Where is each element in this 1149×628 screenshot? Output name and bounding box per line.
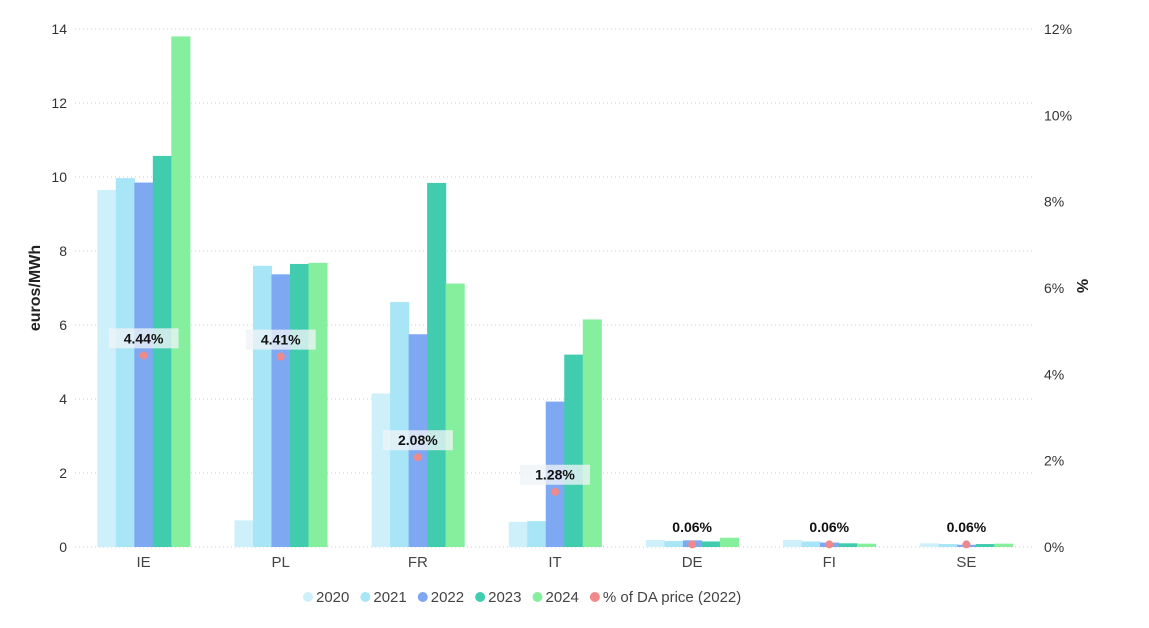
y-tick-14: 14 xyxy=(51,21,67,37)
y-tick-6: 6 xyxy=(59,317,67,333)
bar-DE-2021 xyxy=(664,541,684,547)
bar-PL-2023 xyxy=(289,263,310,547)
bar-IT-2023 xyxy=(564,354,584,547)
bar-IE-2023 xyxy=(152,155,172,547)
bar-IE-2022 xyxy=(134,182,154,548)
pct-label-bg-PL xyxy=(245,329,316,350)
y2-axis-ticks: 0% 2% 4% 6% 8% 10% 12% xyxy=(1044,21,1072,555)
pct-label-SE: 0.06% xyxy=(947,519,987,535)
bar-FR-2023 xyxy=(427,182,447,548)
x-tick-IE: IE xyxy=(136,554,150,571)
bar-PL-2022 xyxy=(271,274,291,547)
bar-PL-2020 xyxy=(234,520,254,547)
y2-axis-title: % xyxy=(1073,279,1090,293)
bar-IE-2024 xyxy=(171,36,191,548)
pct-label-bg-FR xyxy=(382,430,453,451)
x-tick-PL: PL xyxy=(272,554,290,571)
legend-swatch-2024 xyxy=(532,592,543,602)
pct-marker-IE xyxy=(139,351,148,360)
pct-marker-PL xyxy=(276,352,285,361)
bar-IE-2020 xyxy=(97,189,117,547)
x-tick-IT: IT xyxy=(548,554,561,571)
legend-swatch-2021 xyxy=(360,592,371,602)
pct-label-IE: 4.44% xyxy=(124,330,164,346)
pct-marker-FR xyxy=(413,453,422,462)
bar-DE-2023 xyxy=(701,541,721,547)
y-axis-ticks: 0 2 4 6 8 10 12 14 xyxy=(51,21,67,555)
y2-tick-8pct: 8% xyxy=(1044,194,1064,210)
bar-IT-2021 xyxy=(527,521,547,547)
bar-DE-2020 xyxy=(645,539,665,547)
y-tick-10: 10 xyxy=(51,169,67,185)
y-tick-2: 2 xyxy=(59,465,67,481)
legend-label-2024: 2024 xyxy=(546,589,579,606)
y-axis-title: euros/MWh xyxy=(27,245,44,331)
bar-IT-2024 xyxy=(582,319,602,547)
y-tick-8: 8 xyxy=(59,243,67,259)
legend-label-2023: 2023 xyxy=(488,589,521,606)
pct-label-IT: 1.28% xyxy=(535,467,575,483)
legend-label-2020: 2020 xyxy=(316,589,349,606)
percent-markers: 4.44% 4.41% 2.08% 1.28% 0.06% 0.06% 0.06% xyxy=(108,328,987,549)
pct-label-bg-IT xyxy=(520,464,590,485)
y-tick-4: 4 xyxy=(59,391,67,407)
bar-PL-2024 xyxy=(308,262,328,547)
legend-swatch-2022 xyxy=(417,592,428,602)
x-tick-FR: FR xyxy=(408,554,428,571)
bar-FI-2023 xyxy=(838,543,858,547)
y2-tick-0pct: 0% xyxy=(1044,539,1064,555)
legend-label--of-DA-price-2022-: % of DA price (2022) xyxy=(603,589,741,606)
legend-swatch-2020 xyxy=(303,592,313,602)
y-tick-0: 0 xyxy=(59,539,67,555)
pct-marker-SE xyxy=(962,540,971,549)
x-tick-DE: DE xyxy=(682,554,703,571)
bar-FI-2021 xyxy=(801,541,821,547)
bar-FI-2024 xyxy=(857,543,877,547)
pct-label-PL: 4.41% xyxy=(261,332,301,348)
x-axis-categories: IE PL FR IT DE FI SE xyxy=(136,554,976,571)
legend-label-2021: 2021 xyxy=(373,589,406,606)
bar-IT-2020 xyxy=(508,521,528,547)
legend-swatch-2023 xyxy=(475,592,486,602)
bars-group xyxy=(97,36,1014,548)
x-tick-SE: SE xyxy=(956,554,976,571)
bar-SE-2020 xyxy=(920,543,940,547)
y2-tick-4pct: 4% xyxy=(1044,366,1064,382)
legend-swatch--of-DA-price-2022- xyxy=(589,592,600,602)
bar-SE-2023 xyxy=(975,544,995,547)
bar-SE-2024 xyxy=(994,543,1014,547)
bar-FI-2020 xyxy=(783,539,803,547)
legend-label-2022: 2022 xyxy=(431,589,464,606)
bar-DE-2024 xyxy=(719,537,739,547)
bar-SE-2021 xyxy=(938,544,958,547)
pct-label-FR: 2.08% xyxy=(398,432,438,448)
legend: 2020 2021 2022 2023 2024 % of DA price (2022) xyxy=(303,589,741,606)
pct-label-FI: 0.06% xyxy=(809,519,849,535)
y2-tick-10pct: 10% xyxy=(1044,107,1072,123)
pct-label-DE: 0.06% xyxy=(672,519,712,535)
bar-IE-2021 xyxy=(115,178,135,548)
bar-FR-2024 xyxy=(445,283,465,547)
x-tick-FI: FI xyxy=(823,554,836,571)
gridlines xyxy=(75,28,1035,548)
bar-PL-2021 xyxy=(252,265,273,547)
y2-tick-12pct: 12% xyxy=(1044,21,1072,37)
pct-marker-FI xyxy=(825,540,834,549)
bar-FR-2021 xyxy=(390,302,410,547)
y-tick-12: 12 xyxy=(51,95,67,111)
pct-marker-DE xyxy=(688,540,697,549)
y2-tick-2pct: 2% xyxy=(1044,453,1064,469)
bar-FR-2020 xyxy=(371,393,391,547)
pct-marker-IT xyxy=(551,487,559,496)
pct-label-bg-IE xyxy=(108,328,179,349)
y2-tick-6pct: 6% xyxy=(1044,280,1064,296)
